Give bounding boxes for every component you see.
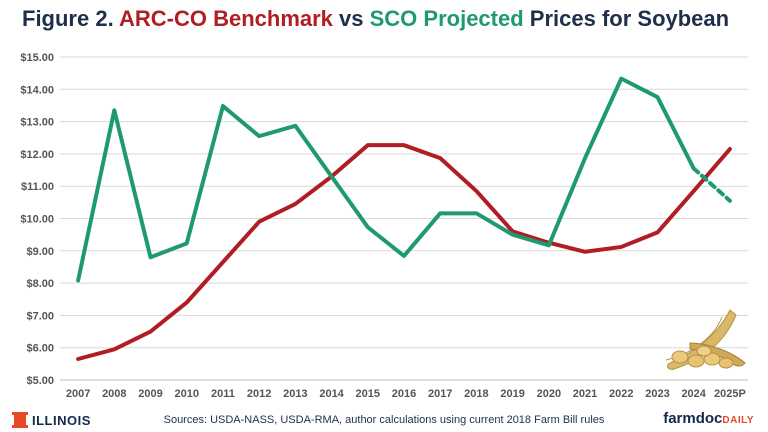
y-tick-label: $8.00 (26, 278, 54, 290)
series-line-arc-co (76, 143, 732, 362)
y-tick-label: $11.00 (21, 181, 54, 193)
y-tick-label: $13.00 (20, 117, 54, 129)
y-tick-label: $5.00 (26, 375, 54, 387)
y-tick-label: $9.00 (26, 246, 54, 258)
x-tick-label: 2018 (464, 388, 488, 400)
x-axis-labels: 2007 2008 2009 2010 2011 2012 2013 2014 2015 2016… (66, 388, 746, 400)
y-tick-label: $15.00 (20, 52, 54, 64)
x-tick-label: 2025P (714, 388, 746, 400)
farmdoc-daily-logo: farmdocDAILY (663, 410, 754, 427)
y-axis-labels: $5.00 $6.00 $7.00 $8.00 $9.00 $10.00 $11.00 $12… (20, 52, 54, 387)
y-tick-label: $12.00 (20, 149, 54, 161)
x-tick-label: 2010 (174, 388, 198, 400)
chart-title: Figure 2. ARC-CO Benchmark vs SCO Projec… (22, 6, 729, 32)
series-line-sco-projected (691, 166, 732, 203)
y-tick-label: $6.00 (26, 343, 54, 355)
x-tick-label: 2020 (537, 388, 561, 400)
illinois-logo: ILLINOIS (12, 412, 91, 428)
x-tick-label: 2013 (283, 388, 307, 400)
y-tick-label: $7.00 (26, 310, 54, 322)
x-tick-label: 2008 (102, 388, 126, 400)
x-tick-label: 2022 (609, 388, 633, 400)
x-tick-label: 2011 (211, 388, 235, 400)
y-tick-label: $14.00 (20, 84, 54, 96)
x-tick-label: 2016 (392, 388, 416, 400)
x-tick-label: 2017 (428, 388, 452, 400)
title-vs: vs (332, 6, 370, 31)
series-lines (76, 76, 732, 362)
title-suffix: Prices for Soybean (523, 6, 730, 31)
x-tick-label: 2009 (138, 388, 162, 400)
series-line-sco (76, 76, 696, 283)
daily-wordmark: DAILY (722, 415, 754, 426)
soybean-pods-icon (665, 309, 746, 370)
x-tick-label: 2015 (356, 388, 380, 400)
illinois-wordmark: ILLINOIS (32, 412, 91, 428)
x-tick-label: 2012 (247, 388, 271, 400)
block-i-icon (12, 412, 28, 428)
title-arc: ARC-CO Benchmark (118, 6, 333, 31)
sources-note: Sources: USDA-NASS, USDA-RMA, author cal… (163, 414, 605, 426)
x-tick-label: 2019 (500, 388, 524, 400)
x-tick-label: 2024 (681, 388, 706, 400)
gridlines (60, 56, 748, 349)
x-tick-label: 2014 (319, 388, 344, 400)
x-tick-label: 2023 (645, 388, 669, 400)
line-chart: $5.00 $6.00 $7.00 $8.00 $9.00 $10.00 $11.00 $12… (20, 52, 748, 400)
farmdoc-wordmark: farmdoc (663, 410, 723, 427)
title-sco: SCO Projected (369, 6, 524, 31)
x-tick-label: 2021 (573, 388, 597, 400)
y-tick-label: $10.00 (20, 214, 54, 226)
footer: ILLINOIS Sources: USDA-NASS, USDA-RMA, a… (0, 408, 768, 432)
title-prefix: Figure 2. (22, 6, 119, 31)
x-tick-label: 2007 (66, 388, 90, 400)
